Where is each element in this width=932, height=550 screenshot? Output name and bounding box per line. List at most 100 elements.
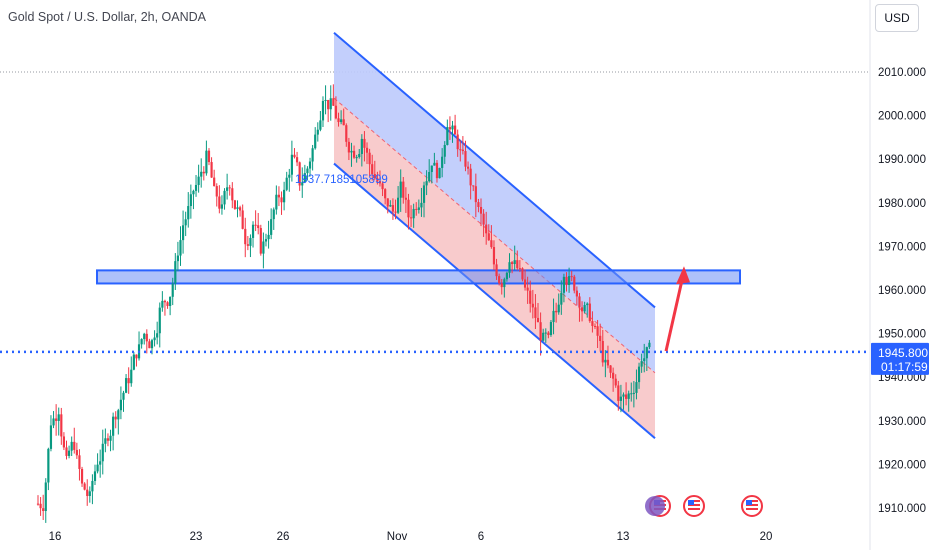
candle-body <box>415 208 418 210</box>
candle-body <box>112 416 115 436</box>
candle-body <box>311 148 314 162</box>
candle-body <box>640 361 643 367</box>
time-tick-label: 26 <box>277 531 290 543</box>
candle-body <box>246 244 249 246</box>
candle-body <box>376 178 379 182</box>
candle-body <box>523 279 527 288</box>
candle-body <box>334 105 338 119</box>
candle-body <box>308 161 312 169</box>
candle-body <box>389 205 392 207</box>
candle-body <box>148 341 151 349</box>
candle-body <box>244 228 247 245</box>
candle-body <box>184 219 187 226</box>
candle-body <box>451 125 454 130</box>
candle-body <box>371 164 374 175</box>
currency-button[interactable]: USD <box>875 4 919 32</box>
candle-body <box>303 173 306 183</box>
candle-body <box>350 150 353 153</box>
candle-body <box>479 206 483 214</box>
candle-body <box>249 237 252 246</box>
candle-body <box>498 276 501 284</box>
candle-body <box>397 197 400 213</box>
candle-body <box>257 225 260 229</box>
candle-body <box>596 326 599 336</box>
candle-body <box>262 241 265 254</box>
time-tick-label: 16 <box>49 531 62 543</box>
us-flag-icon <box>683 495 705 517</box>
candle-body <box>368 152 371 165</box>
candle-body <box>241 210 244 229</box>
candle-body <box>324 99 327 101</box>
candlestick-series <box>36 84 651 523</box>
candle-body <box>226 187 229 191</box>
candle-body <box>109 435 112 441</box>
candle-body <box>435 162 439 179</box>
candle-body <box>342 119 345 126</box>
channel-upper-line <box>333 32 656 309</box>
candle-body <box>536 317 540 323</box>
candle-body <box>332 98 335 106</box>
candle-body <box>228 187 231 189</box>
overlay-drawings[interactable] <box>0 266 870 354</box>
candle-body <box>189 194 192 207</box>
candle-body <box>441 156 444 168</box>
candle-body <box>637 366 641 383</box>
projection-arrow-shaft <box>664 279 684 352</box>
economic-events[interactable] <box>645 495 763 517</box>
support-resistance-zone[interactable] <box>96 269 741 285</box>
price-tick-label: 2000.000 <box>878 111 926 123</box>
candle-body <box>143 333 146 340</box>
candle-body <box>259 228 262 254</box>
candle-body <box>609 365 612 373</box>
candle-body <box>218 196 221 209</box>
candle-body <box>555 310 558 313</box>
flag-stripe <box>688 508 700 510</box>
candle-body <box>567 276 571 285</box>
candle-body <box>601 341 604 363</box>
candle-body <box>161 300 164 308</box>
candle-body <box>340 119 343 123</box>
candle-body <box>194 184 198 191</box>
projection-arrow-head <box>676 266 690 285</box>
time-tick-label: 20 <box>760 531 773 543</box>
candle-body <box>264 239 268 242</box>
candle-body <box>91 480 94 492</box>
candle-body <box>213 177 216 187</box>
candle-body <box>47 448 50 483</box>
candle-body <box>150 340 154 349</box>
candle-body <box>298 162 301 186</box>
candle-body <box>511 262 514 265</box>
candle-body <box>277 194 281 198</box>
candle-body <box>448 127 452 130</box>
candle-body <box>75 449 78 456</box>
price-tag-box <box>871 342 929 375</box>
price-axis[interactable]: 2010.000 2000.000 1990.000 1980.000 1970.000… <box>878 67 926 515</box>
candle-body <box>285 177 288 190</box>
candle-body <box>124 378 128 393</box>
candle-body <box>539 322 542 341</box>
time-tick-label: Nov <box>387 531 408 543</box>
candle-body <box>490 240 493 248</box>
channel-midline <box>333 97 656 374</box>
candle-body <box>446 127 449 145</box>
candle-body <box>101 443 104 462</box>
candle-body <box>425 181 428 186</box>
price-tick-label: 2010.000 <box>878 67 926 79</box>
price-tick-label: 1910.000 <box>878 503 926 515</box>
candle-body <box>407 199 410 218</box>
candle-body <box>127 378 130 384</box>
candle-body <box>153 337 156 341</box>
descending-channel[interactable] <box>333 32 656 439</box>
candle-body <box>627 393 630 399</box>
candle-body <box>202 171 205 174</box>
candle-body <box>428 172 431 182</box>
candle-body <box>648 342 651 348</box>
candle-body <box>104 438 107 444</box>
candle-body <box>508 262 511 273</box>
candle-body <box>179 240 182 256</box>
time-axis[interactable]: 16 23 26 Nov 6 13 20 <box>49 531 773 543</box>
flag-canton <box>746 500 752 505</box>
candle-body <box>210 162 213 178</box>
